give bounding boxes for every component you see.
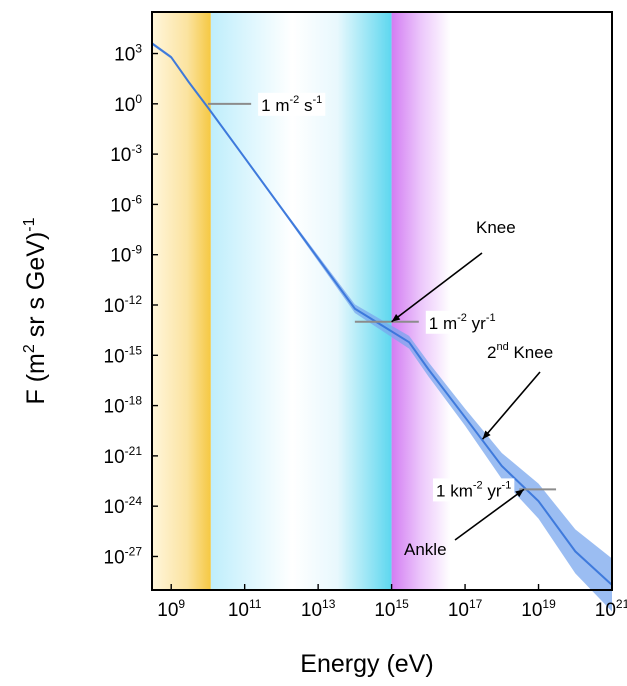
energy-band-3 bbox=[391, 12, 451, 590]
x-tick-label-6: 1019 bbox=[521, 597, 556, 621]
y-tick-label-3: 10-3 bbox=[110, 142, 142, 166]
y-tick-label-7: 10-15 bbox=[104, 343, 143, 367]
axis-labels: Energy (eV) F (m2 sr s GeV)-1 bbox=[21, 217, 434, 678]
flux-label-bg-2 bbox=[425, 310, 499, 334]
flux-reference-lines: 1 m-2 s-1 1 m-2 yr-1 1 km-2 yr-1 bbox=[207, 92, 557, 502]
x-tick-label-2: 1011 bbox=[228, 597, 262, 621]
callout-arrowhead-3 bbox=[515, 489, 524, 498]
callout-layer: Knee 2nd Knee Ankle bbox=[391, 218, 553, 559]
flux-label-1: 1 m-2 s-1 bbox=[261, 94, 322, 115]
flux-label-bg-1 bbox=[258, 92, 326, 116]
callout-label-3: Ankle bbox=[404, 540, 447, 559]
y-tick-label-8: 10-18 bbox=[104, 394, 143, 418]
y-tick-label-10: 10-24 bbox=[104, 494, 143, 518]
y-tick-label-9: 10-21 bbox=[104, 444, 143, 468]
flux-label-3: 1 km-2 yr-1 bbox=[436, 479, 511, 500]
callout-arrow-3 bbox=[454, 488, 525, 541]
spectrum-band bbox=[152, 41, 612, 612]
y-tick-label-11: 10-27 bbox=[104, 544, 143, 568]
y-tick-label-4: 10-6 bbox=[110, 192, 142, 216]
callout-arrowhead-2 bbox=[482, 430, 491, 440]
y-tick-label-6: 10-12 bbox=[104, 293, 143, 317]
flux-label-2: 1 m-2 yr-1 bbox=[429, 312, 496, 333]
callout-label-1: Knee bbox=[476, 218, 516, 237]
y-tick-label-2: 100 bbox=[114, 92, 142, 116]
y-tick-label-1: 103 bbox=[114, 42, 142, 66]
callout-arrow-2 bbox=[481, 371, 541, 440]
y-axis-label: F (m2 sr s GeV)-1 bbox=[21, 217, 50, 404]
x-axis-label: Energy (eV) bbox=[300, 650, 433, 678]
x-tick-label-1: 109 bbox=[157, 597, 185, 621]
x-tick-label-4: 1015 bbox=[374, 597, 409, 621]
callout-arrow-1 bbox=[391, 252, 483, 323]
plot-frame bbox=[151, 11, 613, 591]
callout-label-2: 2nd Knee bbox=[487, 341, 553, 362]
x-tick-label-3: 1013 bbox=[301, 597, 336, 621]
x-tick-label-7: 1021 bbox=[595, 597, 627, 621]
flux-label-bg-3 bbox=[433, 478, 515, 502]
axes: 109 1011 1013 1015 1017 1019 1021 103 100 10-3 10-… bbox=[104, 11, 627, 621]
callout-arrowhead-1 bbox=[391, 313, 401, 322]
y-tick-label-5: 10-9 bbox=[110, 243, 142, 267]
x-tick-label-5: 1017 bbox=[448, 597, 483, 621]
energy-band-1 bbox=[152, 12, 211, 590]
